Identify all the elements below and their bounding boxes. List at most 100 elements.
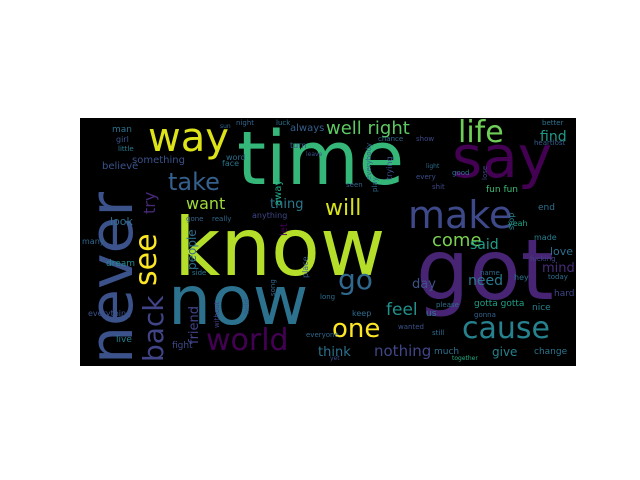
word-need: need	[468, 273, 503, 289]
word-yeah: yeah	[508, 219, 528, 228]
word-place: place	[301, 256, 310, 278]
word-mind: mind	[542, 261, 575, 276]
word-now: now	[168, 262, 309, 341]
word-feel: feel	[386, 300, 418, 320]
word-seen: seen	[346, 181, 363, 189]
word-will: will	[325, 196, 362, 221]
word-find: find	[540, 129, 567, 145]
word-look: look	[110, 215, 133, 228]
word-light: light	[426, 163, 440, 170]
word-leave: leave	[306, 151, 323, 158]
word-gonna: gonna	[474, 311, 496, 319]
word-well-right: well right	[326, 118, 410, 139]
word-shit: shit	[432, 183, 445, 191]
word-people: people	[185, 229, 199, 270]
word-dream: dream	[106, 259, 136, 269]
word-luck: luck	[276, 119, 291, 127]
word-everybody: everybody	[365, 142, 373, 180]
word-hey: hey	[514, 273, 529, 282]
word-today: today	[548, 273, 568, 281]
word-way: way	[148, 118, 229, 161]
word-still: still	[432, 329, 445, 337]
word-see: see	[129, 233, 164, 286]
word-side: side	[192, 269, 207, 277]
word-many: many	[82, 237, 105, 246]
word-please: please	[436, 301, 459, 309]
word-end: end	[538, 203, 555, 213]
word-without: without	[213, 301, 221, 328]
word-hard: hard	[554, 289, 575, 299]
word-life: life	[458, 118, 504, 150]
word-cause: cause	[462, 311, 550, 346]
word-trying: trying	[385, 156, 394, 180]
word-away: away	[273, 179, 284, 206]
word-word: word	[226, 153, 246, 162]
word-said: said	[470, 237, 499, 253]
word-try: try	[140, 191, 159, 214]
word-every: every	[416, 173, 436, 181]
word-live: live	[116, 335, 132, 345]
word-go: go	[338, 263, 373, 296]
word-one: one	[332, 314, 381, 344]
word-heart: heartlost	[534, 139, 566, 147]
word-gotta-gotta: gotta gotta	[474, 299, 525, 309]
word-nothing: nothing	[374, 342, 432, 360]
word-us: us	[426, 309, 437, 319]
word-sun: sun	[220, 123, 231, 130]
word-let: let	[279, 223, 290, 236]
word-world: world	[206, 323, 289, 358]
word-cloud: time know got never now say way make lif…	[80, 118, 576, 366]
word-show: show	[416, 135, 435, 143]
word-everything: everything	[88, 309, 132, 318]
word-lose: lose	[481, 165, 489, 180]
word-chance: chance	[378, 135, 404, 143]
word-much: much	[434, 347, 460, 357]
word-fun-fun: fun fun	[486, 185, 519, 195]
word-wanted: wanted	[398, 323, 424, 331]
word-come: come	[432, 230, 482, 251]
word-name: name	[480, 269, 500, 277]
word-face: face	[222, 159, 240, 168]
word-time: time	[237, 118, 405, 202]
word-think: think	[318, 345, 351, 360]
word-friend: friend	[187, 305, 202, 344]
word-little: little	[118, 145, 134, 153]
word-man: man	[112, 125, 132, 135]
word-anything: anything	[252, 211, 288, 220]
word-stop: stop	[507, 212, 516, 230]
word-got: got	[416, 221, 554, 319]
word-believe: believe	[102, 161, 139, 172]
word-better: better	[542, 119, 564, 127]
word-long: long	[320, 293, 336, 301]
word-really: really	[212, 215, 232, 223]
word-always: always	[290, 123, 325, 134]
word-song: song	[269, 279, 277, 296]
word-love: love	[550, 245, 574, 258]
word-turn: turn	[290, 141, 307, 150]
word-girl: girl	[116, 135, 129, 144]
word-gone: gone	[186, 215, 204, 223]
word-nice: nice	[532, 303, 551, 313]
word-give: give	[492, 345, 518, 359]
word-take: take	[168, 168, 220, 196]
word-yet: yet	[330, 355, 340, 362]
word-back: back	[137, 295, 170, 362]
word-fucking: fucking	[530, 255, 556, 263]
word-night: night	[236, 119, 255, 127]
word-keep: keep	[352, 309, 372, 318]
word-say: say	[452, 123, 553, 191]
word-hold: hold	[243, 298, 251, 314]
word-thing: thing	[270, 197, 304, 212]
word-made: made	[534, 233, 557, 242]
word-change: change	[534, 347, 568, 357]
word-fight: fight	[172, 341, 193, 351]
word-know: know	[174, 201, 386, 294]
word-make: make	[408, 193, 513, 237]
word-play: play	[371, 177, 379, 192]
word-everyone: everyone	[306, 331, 339, 339]
word-good: good	[452, 169, 470, 177]
word-together: together	[452, 355, 478, 362]
word-want: want	[186, 194, 226, 213]
word-something: something	[132, 155, 185, 166]
word-day: day	[412, 277, 436, 292]
